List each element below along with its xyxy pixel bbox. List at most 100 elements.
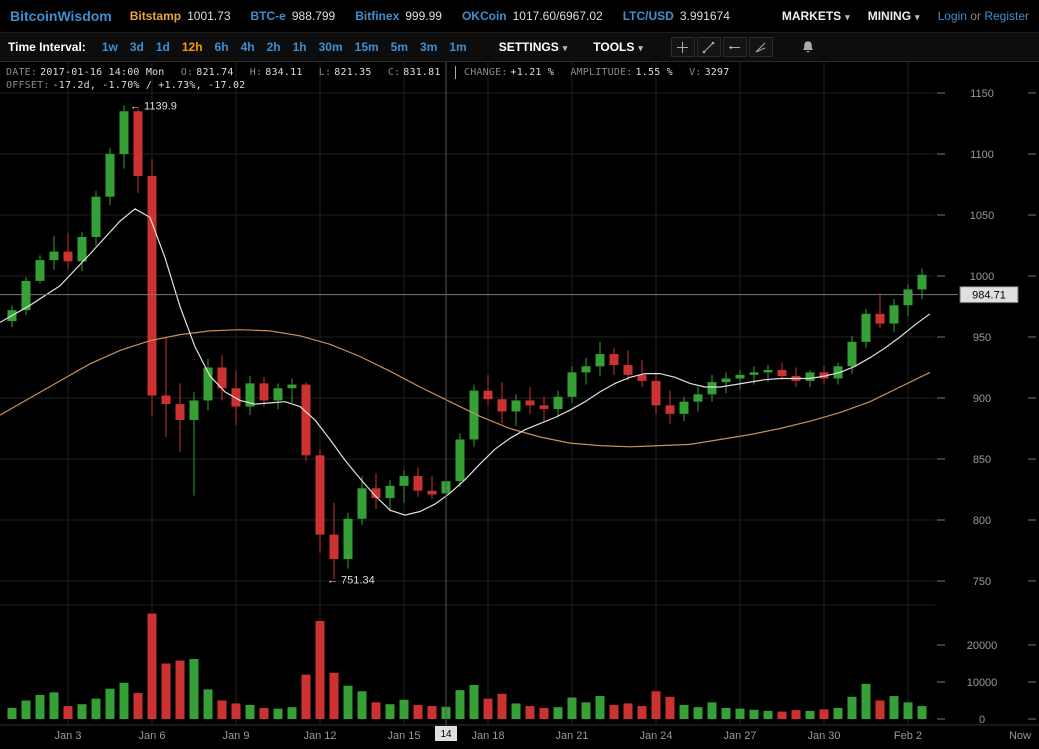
interval-1h[interactable]: 1h: [292, 40, 307, 54]
candle: [665, 405, 675, 414]
volume-bar: [77, 704, 87, 719]
angle-tool-button[interactable]: [748, 37, 773, 57]
interval-4h[interactable]: 4h: [240, 40, 255, 54]
chart-canvas[interactable]: 750 800 850 900 950 1000 1050 1100 1150 Jan 3 Jan …: [0, 62, 1039, 749]
ticker-price: 1017.60/6967.02: [512, 9, 603, 23]
ticker-price: 3.991674: [679, 9, 730, 23]
interval-1d[interactable]: 1d: [155, 40, 170, 54]
ticker-bitfinex[interactable]: Bitfinex 999.99: [355, 9, 442, 23]
register-link[interactable]: Register: [984, 9, 1029, 23]
price-axis-label: 850: [973, 454, 991, 466]
interval-30m[interactable]: 30m: [318, 40, 343, 54]
volume-bar: [7, 707, 17, 719]
volume-axis-label: 10000: [967, 677, 998, 689]
crosshair-tool-button[interactable]: [670, 37, 695, 57]
candle: [609, 354, 619, 366]
candle: [49, 251, 59, 261]
markets-menu[interactable]: MARKETS ▾: [782, 9, 850, 23]
volume-bar: [511, 703, 521, 719]
login-link[interactable]: Login: [937, 9, 967, 23]
candle: [819, 372, 829, 379]
volume-bar: [875, 700, 885, 719]
candle: [553, 396, 563, 409]
chart-toolbar: Time Interval: 1w 3d 1d 12h 6h 4h 2h 1h …: [0, 32, 1039, 62]
candle: [903, 289, 913, 306]
logo[interactable]: BitcoinWisdom: [10, 8, 112, 24]
candle: [189, 400, 199, 420]
candle: [455, 439, 465, 481]
candle: [889, 305, 899, 324]
candle: [763, 369, 773, 373]
date-label: Jan 18: [471, 730, 504, 742]
volume-bar: [763, 710, 773, 719]
candle: [329, 534, 339, 560]
drawing-tools: [670, 37, 775, 57]
ticker-price: 1001.73: [187, 9, 231, 23]
candle: [679, 401, 689, 414]
interval-12h[interactable]: 12h: [181, 40, 203, 54]
mining-menu[interactable]: MINING ▾: [868, 9, 920, 23]
volume-bar: [819, 709, 829, 719]
ticker-name: OKCoin: [461, 9, 507, 23]
candle: [805, 372, 815, 381]
bell-icon: [802, 41, 813, 53]
date-label: Jan 21: [555, 730, 588, 742]
ticker-bitstamp[interactable]: Bitstamp 1001.73: [130, 9, 231, 23]
volume-bar: [567, 697, 577, 719]
candle: [21, 280, 31, 311]
price-annotation: ← 751.34: [327, 574, 375, 586]
candle: [119, 111, 129, 154]
ma-short-line: [0, 208, 931, 516]
date-label: Jan 24: [639, 730, 672, 742]
volume-bar: [679, 704, 689, 719]
volume-bar: [833, 707, 843, 719]
interval-3d[interactable]: 3d: [129, 40, 144, 54]
volume-bar: [371, 702, 381, 719]
volume-bar: [637, 706, 647, 719]
tools-menu[interactable]: TOOLS ▾: [593, 40, 643, 54]
volume-axis-label: 0: [979, 714, 985, 726]
candle: [525, 400, 535, 406]
candle: [847, 341, 857, 367]
ticker-ltcusd[interactable]: LTC/USD 3.991674: [623, 9, 730, 23]
trendline-tool-button[interactable]: [696, 37, 721, 57]
date-label: Jan 6: [139, 730, 166, 742]
crosshair-icon: [677, 41, 689, 53]
ticker-btce[interactable]: BTC-e 988.799: [251, 9, 336, 23]
volume-axis-label: 20000: [967, 640, 998, 652]
interval-2h[interactable]: 2h: [266, 40, 281, 54]
interval-6h[interactable]: 6h: [214, 40, 229, 54]
time-interval-label: Time Interval:: [8, 40, 86, 54]
candle: [357, 488, 367, 519]
ticker-okcoin[interactable]: OKCoin 1017.60/6967.02: [462, 9, 603, 23]
top-nav: BitcoinWisdom Bitstamp 1001.73 BTC-e 988…: [0, 0, 1039, 32]
candle: [217, 367, 227, 389]
interval-3m[interactable]: 3m: [420, 40, 438, 54]
volume-bar: [343, 685, 353, 719]
volume-bar: [581, 702, 591, 719]
current-price-box: [959, 286, 1019, 304]
volume-bar: [651, 691, 661, 719]
candle: [427, 490, 437, 495]
volume-bar: [189, 659, 199, 719]
date-label: Jan 9: [223, 730, 250, 742]
caret-down-icon: ▾: [638, 43, 643, 53]
caret-down-icon: ▾: [562, 43, 568, 53]
interval-1m[interactable]: 1m: [449, 40, 467, 54]
interval-1w[interactable]: 1w: [101, 40, 118, 54]
price-axis-label: 900: [973, 393, 991, 405]
candle: [35, 260, 45, 281]
alert-bell-button[interactable]: [801, 40, 815, 54]
interval-15m[interactable]: 15m: [354, 40, 379, 54]
price-axis-label: 750: [973, 576, 991, 588]
settings-menu[interactable]: SETTINGS ▾: [499, 40, 568, 54]
caret-down-icon: ▾: [845, 12, 850, 22]
ticker-name: BTC-e: [250, 9, 286, 23]
price-axis-label: 1000: [970, 271, 994, 283]
candle: [399, 476, 409, 486]
volume-bar: [791, 710, 801, 719]
candle: [385, 485, 395, 499]
interval-5m[interactable]: 5m: [390, 40, 409, 54]
ray-tool-button[interactable]: [722, 37, 747, 57]
date-label: Feb 2: [894, 730, 922, 742]
